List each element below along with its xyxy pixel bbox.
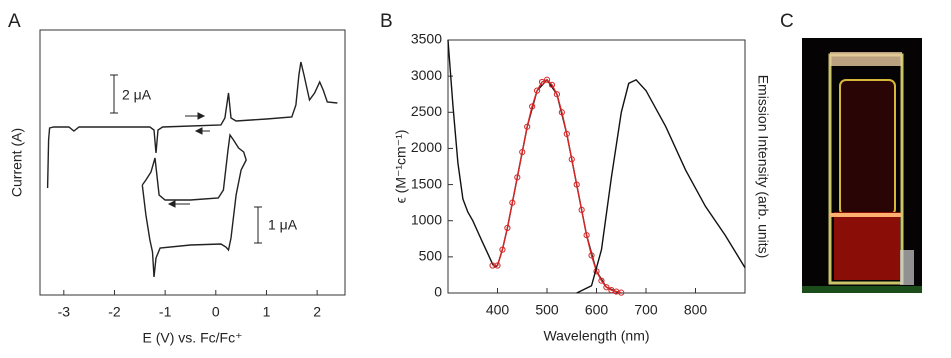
series-marker — [578, 206, 585, 213]
series-marker — [588, 252, 595, 259]
scan-arrows — [110, 74, 262, 244]
y-tick-label: 1000 — [411, 211, 442, 227]
series-marker — [553, 91, 561, 98]
panel-label: B — [380, 11, 393, 32]
y-tick-label: 3000 — [411, 67, 442, 83]
series-marker — [548, 81, 556, 88]
x-tick-label: 0 — [212, 304, 220, 320]
y-axis-label: ϵ (M⁻¹cm⁻¹) — [393, 130, 409, 204]
series-line — [141, 133, 247, 278]
series-marker — [494, 262, 501, 269]
x-tick-label: 1 — [263, 304, 271, 320]
annotation: 1 μA — [268, 217, 298, 233]
series-marker — [568, 156, 575, 163]
x-tick-label: 800 — [684, 302, 708, 318]
arrow-head — [194, 127, 203, 135]
series-line — [492, 78, 622, 294]
series-marker — [519, 148, 526, 156]
y-tick-label: 1500 — [411, 175, 442, 191]
x-tick-label: 2 — [313, 304, 321, 320]
series-line — [46, 61, 338, 189]
y-tick-label: 2500 — [411, 103, 442, 119]
laser-line — [830, 213, 902, 217]
panel-label: A — [8, 11, 21, 32]
series-marker — [603, 284, 610, 291]
panel-label: C — [780, 11, 794, 32]
series-marker — [529, 103, 536, 110]
annotation: 2 μA — [122, 87, 152, 103]
series-marker — [598, 277, 605, 284]
x-axis-label: E (V) vs. Fc/Fc⁺ — [143, 330, 243, 346]
x-tick-label: 700 — [634, 302, 658, 318]
series-line — [576, 78, 746, 294]
series-marker — [514, 174, 521, 181]
series-marker — [534, 87, 541, 94]
x-tick-label: 600 — [585, 302, 609, 318]
series-marker — [499, 246, 506, 253]
x-tick-label: -1 — [159, 304, 172, 320]
arrow-head — [167, 200, 176, 208]
x-tick-label: -2 — [108, 304, 121, 320]
y-axis-label: Current (A) — [9, 128, 25, 197]
y-tick-label: 3500 — [411, 31, 442, 47]
cuvette-cap — [830, 52, 902, 66]
plot-frame — [39, 29, 346, 296]
arrow-head — [197, 112, 206, 120]
base-glow — [802, 286, 922, 293]
series-marker — [583, 232, 590, 239]
y-tick-label: 2000 — [411, 139, 442, 155]
series-marker — [504, 224, 511, 232]
series-marker — [543, 76, 551, 83]
plot-frame — [447, 39, 746, 294]
y-tick-label: 500 — [419, 248, 443, 264]
liquid-upper — [839, 79, 896, 216]
y-tick-label: 0 — [434, 284, 442, 300]
x-tick-label: -3 — [58, 304, 71, 320]
series-marker — [558, 109, 565, 116]
y2-axis-label: Emission Intensity (arb. units) — [755, 75, 771, 259]
series-marker — [524, 123, 531, 130]
series-marker — [573, 181, 580, 188]
x-tick-label: 400 — [486, 302, 510, 318]
series-line — [447, 39, 622, 294]
cuvette-photo — [802, 38, 922, 293]
series-marker — [509, 199, 516, 206]
series-marker — [538, 78, 546, 86]
x-tick-label: 500 — [535, 302, 559, 318]
series-marker — [618, 289, 625, 296]
x-axis-label: Wavelength (nm) — [543, 328, 649, 344]
side-glare — [900, 250, 914, 285]
series-marker — [563, 130, 570, 138]
liquid-lower — [834, 212, 900, 280]
